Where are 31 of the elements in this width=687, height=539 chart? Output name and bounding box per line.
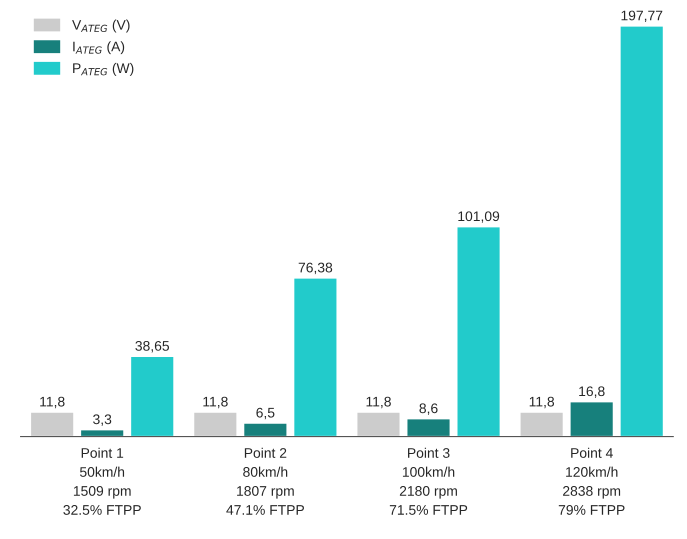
x-tick-label: Point 1 50km/h 1509 rpm 32.5% FTPP: [63, 448, 141, 515]
data-label: 11,8: [366, 396, 391, 408]
bar: [619, 25, 664, 437]
bar: [80, 429, 125, 437]
data-label: 11,8: [203, 396, 228, 408]
bar: [519, 411, 564, 437]
data-label: 6,5: [256, 408, 274, 420]
data-label: 3,3: [93, 414, 112, 426]
bar: [569, 401, 614, 437]
bar: [292, 277, 338, 437]
data-label: 11,8: [530, 396, 554, 408]
bar: [130, 356, 175, 437]
bar: [192, 411, 238, 437]
data-label: 38,65: [135, 340, 170, 352]
bar: [456, 226, 502, 437]
x-tick-label: Point 2 80km/h 1807 rpm 47.1% FTPP: [226, 448, 304, 515]
legend-label: V$_{ATEG}$ (V): [72, 20, 130, 32]
bar: [356, 411, 401, 437]
bar: [30, 411, 75, 437]
x-tick-label: Point 3 100km/h 2180 rpm 71.5% FTPP: [390, 448, 468, 515]
legend-label: P$_{ATEG}$ (W): [73, 62, 134, 76]
data-label: 197,77: [622, 10, 662, 22]
data-label: 16,8: [579, 386, 605, 398]
bar: [242, 422, 288, 437]
data-label: 101,09: [458, 211, 500, 223]
bar: [406, 418, 451, 437]
legend-label: I$_{ATEG}$ (A): [73, 41, 124, 54]
data-label: 11,8: [40, 396, 65, 408]
x-tick-label: Point 4 120km/h 2838 rpm 79% FTPP: [558, 448, 625, 515]
data-label: 8,6: [419, 403, 438, 415]
data-label: 76,38: [298, 262, 332, 274]
